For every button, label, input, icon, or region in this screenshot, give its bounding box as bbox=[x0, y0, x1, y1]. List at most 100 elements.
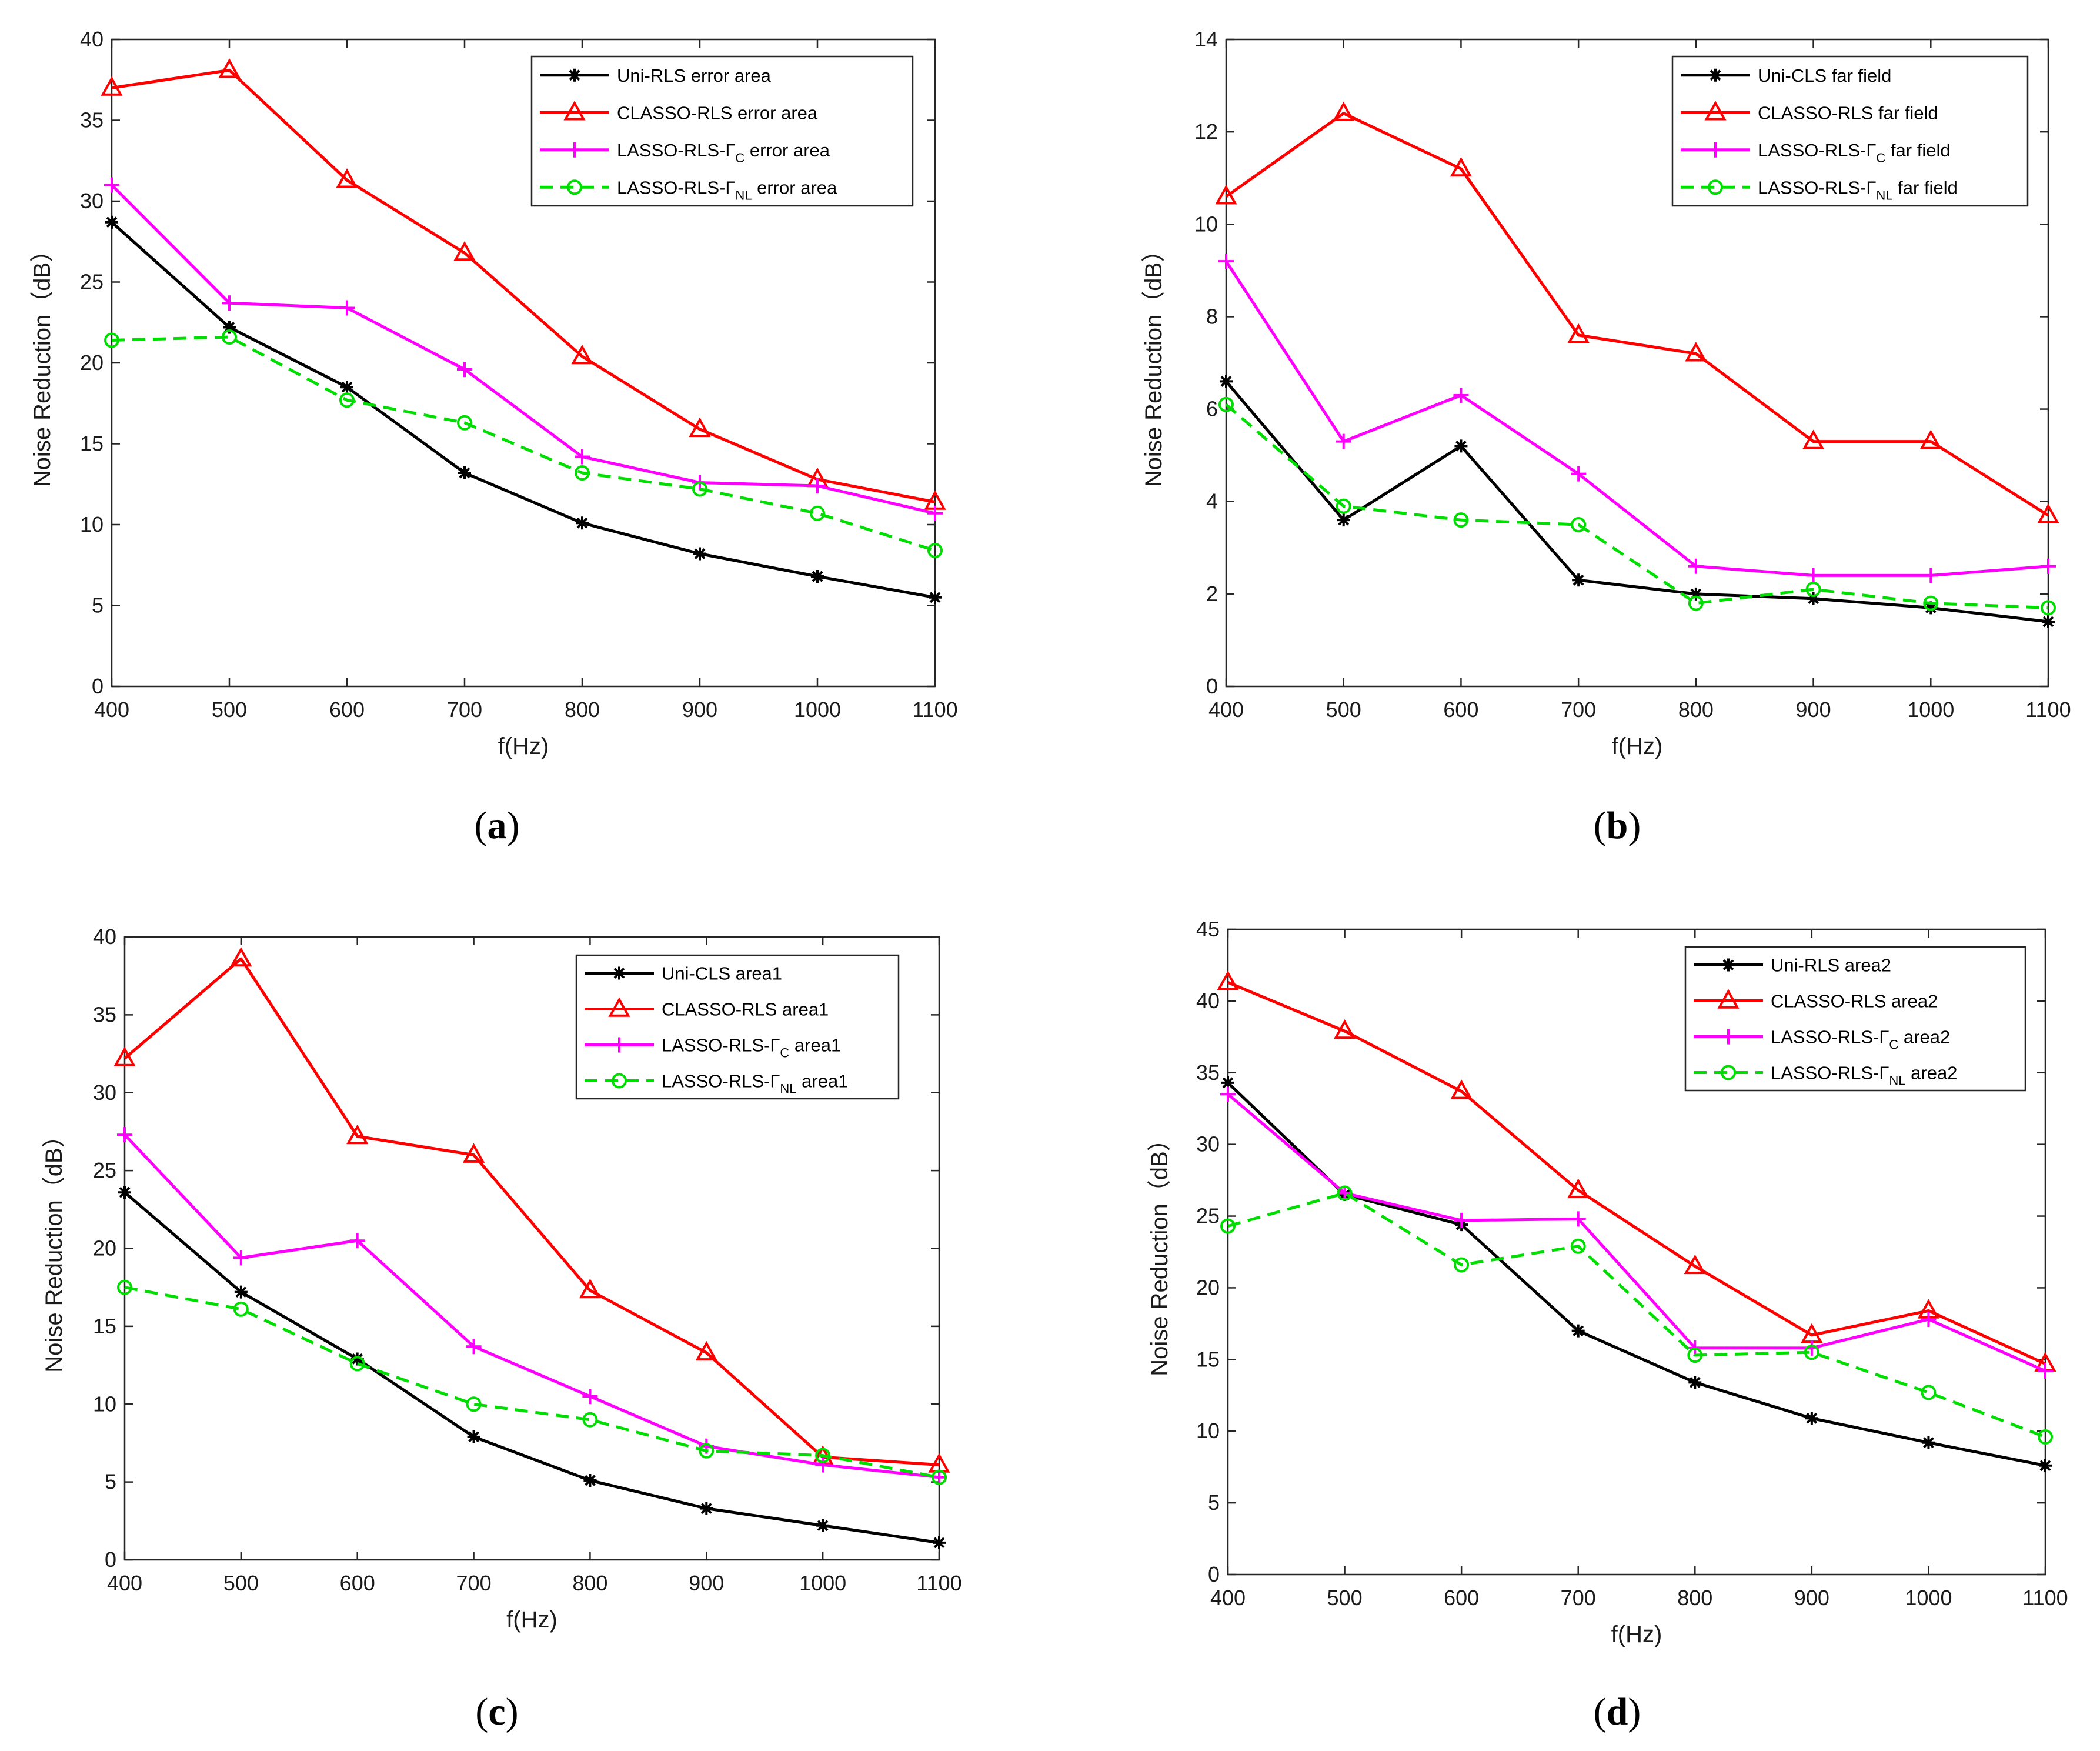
y-tick-label: 40 bbox=[1196, 989, 1220, 1013]
data-point-triangle bbox=[571, 344, 593, 365]
y-axis-label: Noise Reduction（dB） bbox=[1147, 1128, 1173, 1376]
data-point-plus bbox=[582, 1389, 598, 1405]
data-point-circle bbox=[466, 1396, 482, 1412]
data-point-asterisk bbox=[1571, 1324, 1585, 1338]
data-point-triangle bbox=[1217, 970, 1239, 990]
data-point-circle bbox=[1804, 1345, 1819, 1360]
data-point-plus bbox=[1453, 388, 1469, 403]
data-point-plus bbox=[1220, 1086, 1236, 1102]
data-point-asterisk bbox=[929, 591, 942, 604]
legend-box bbox=[1684, 946, 2026, 1092]
legend: Uni-RLS error area CLASSO-RLS error area L… bbox=[530, 55, 914, 207]
x-tick-label: 900 bbox=[1794, 1586, 1829, 1610]
y-tick-label: 30 bbox=[80, 189, 104, 213]
legend: Uni-RLS area2 CLASSO-RLS area2 LASSO-RLS-Γ… bbox=[1684, 946, 2026, 1092]
series-line bbox=[1227, 1192, 2046, 1439]
legend-marker-asterisk bbox=[1722, 958, 1735, 972]
x-tick-label: 900 bbox=[1796, 698, 1831, 722]
data-point-circle bbox=[222, 329, 237, 345]
y-tick-label: 0 bbox=[92, 674, 104, 698]
data-point-triangle bbox=[695, 1340, 717, 1361]
data-point-plus bbox=[233, 1250, 249, 1266]
x-axis-label: f(Hz) bbox=[1612, 733, 1663, 759]
data-point-circle bbox=[932, 1469, 947, 1485]
data-point-asterisk bbox=[2042, 615, 2055, 628]
legend-marker-plus bbox=[567, 142, 582, 158]
y-tick-label: 4 bbox=[1206, 489, 1218, 513]
data-point-plus bbox=[457, 362, 472, 377]
data-point-asterisk bbox=[1807, 592, 1820, 605]
legend-marker-circle bbox=[567, 179, 582, 195]
data-point-triangle bbox=[1919, 429, 1942, 449]
legend-marker-plus bbox=[1708, 142, 1723, 158]
series-line bbox=[123, 1133, 940, 1479]
legend: Uni-CLS area1 CLASSO-RLS area1 LASSO-RLS-Γ… bbox=[575, 954, 900, 1100]
data-point-asterisk bbox=[2039, 1459, 2052, 1472]
data-point-asterisk bbox=[1688, 1376, 1702, 1389]
y-tick-label: 25 bbox=[93, 1158, 116, 1182]
legend-label: LASSO-RLS-ΓC error area bbox=[617, 140, 830, 165]
y-tick-label: 15 bbox=[93, 1314, 116, 1338]
data-point-asterisk bbox=[1337, 513, 1350, 527]
data-point-plus bbox=[2041, 558, 2056, 574]
legend-marker-triangle bbox=[608, 997, 630, 1017]
data-point-triangle bbox=[1215, 185, 1237, 205]
data-point-triangle bbox=[689, 417, 711, 437]
data-point-asterisk bbox=[583, 1473, 597, 1487]
data-point-triangle bbox=[1450, 156, 1473, 177]
x-tick-label: 500 bbox=[1327, 1586, 1363, 1610]
data-point-asterisk bbox=[234, 1285, 248, 1299]
series-line bbox=[111, 68, 936, 503]
legend-marker-circle bbox=[1708, 179, 1723, 195]
legend-label: LASSO-RLS-ΓC far field bbox=[1758, 140, 1951, 165]
data-point-plus bbox=[1218, 254, 1234, 269]
data-point-plus bbox=[1921, 1312, 1937, 1328]
series-line bbox=[1227, 1082, 2046, 1467]
legend-marker-circle bbox=[1721, 1065, 1736, 1080]
data-point-plus bbox=[815, 1457, 831, 1473]
data-point-circle bbox=[1218, 396, 1234, 412]
data-point-circle bbox=[1688, 595, 1704, 611]
chart-panel-a: 0 5 10 15 20 25 30 35 40 400 500 600 700 800 900 1000 11… bbox=[29, 27, 958, 847]
data-point-asterisk bbox=[105, 215, 118, 229]
y-tick-label: 5 bbox=[105, 1470, 116, 1494]
y-axis-label: Noise Reduction（dB） bbox=[41, 1124, 67, 1372]
series-line bbox=[1227, 980, 2046, 1365]
data-point-triangle bbox=[346, 1124, 369, 1145]
data-point-plus bbox=[927, 505, 943, 521]
series-3 bbox=[104, 177, 943, 521]
data-point-circle bbox=[339, 392, 355, 408]
y-tick-label: 12 bbox=[1194, 119, 1218, 144]
series-line bbox=[111, 184, 936, 515]
data-point-triangle bbox=[336, 168, 358, 188]
data-point-asterisk bbox=[1221, 1076, 1234, 1089]
data-point-triangle bbox=[1333, 101, 1355, 121]
data-point-circle bbox=[810, 505, 825, 521]
data-point-asterisk bbox=[223, 321, 236, 334]
legend-label: LASSO-RLS-ΓC area2 bbox=[1771, 1027, 1950, 1052]
x-axis-label: f(Hz) bbox=[506, 1607, 557, 1633]
x-tick-label: 600 bbox=[1443, 698, 1478, 722]
y-tick-label: 10 bbox=[93, 1392, 116, 1416]
data-point-plus bbox=[1454, 1212, 1470, 1228]
y-tick-label: 15 bbox=[1196, 1347, 1220, 1371]
legend-label: Uni-CLS area1 bbox=[662, 963, 782, 984]
data-point-plus bbox=[2038, 1363, 2053, 1379]
legend-label: Uni-CLS far field bbox=[1758, 65, 1891, 86]
y-tick-label: 30 bbox=[1196, 1132, 1220, 1156]
legend: Uni-CLS far field CLASSO-RLS far field LAS… bbox=[1671, 55, 2029, 207]
y-tick-label: 40 bbox=[80, 27, 104, 51]
x-tick-label: 800 bbox=[1678, 698, 1714, 722]
series-3 bbox=[1218, 254, 2056, 583]
data-point-asterisk bbox=[816, 1519, 830, 1532]
data-point-circle bbox=[1336, 498, 1351, 514]
series-line bbox=[1227, 1093, 2046, 1373]
series-line bbox=[111, 335, 936, 552]
data-point-circle bbox=[1687, 1348, 1703, 1363]
series-line bbox=[123, 1191, 940, 1545]
series-2 bbox=[1215, 101, 2059, 523]
y-tick-label: 0 bbox=[105, 1547, 116, 1572]
data-point-asterisk bbox=[458, 466, 471, 479]
x-tick-label: 400 bbox=[94, 698, 129, 722]
panel-caption: (a) bbox=[475, 804, 520, 847]
